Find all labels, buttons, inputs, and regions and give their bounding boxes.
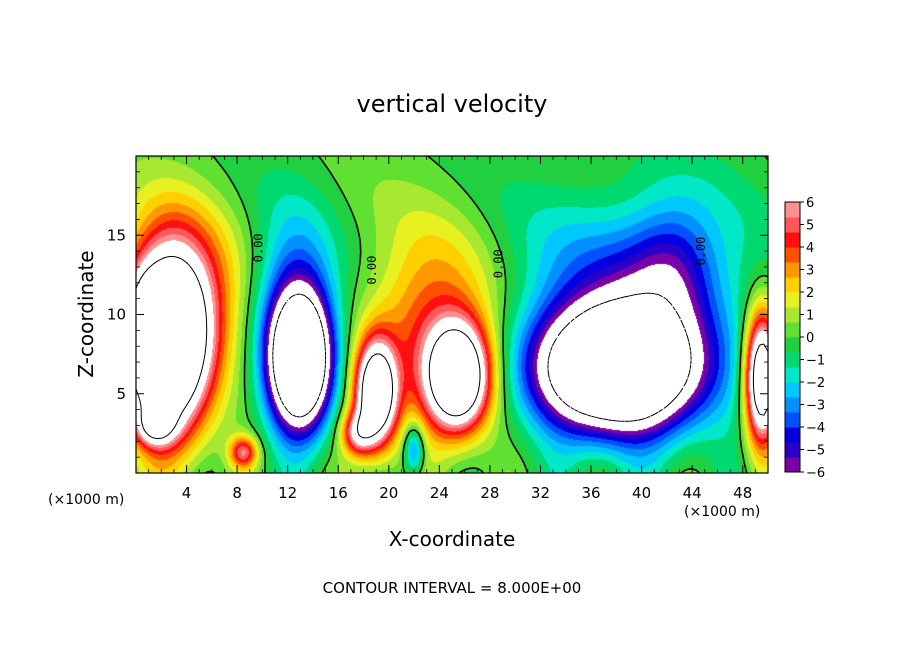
colorbar-tick-label: 0 — [806, 331, 814, 346]
colorbar-tick-label: −5 — [806, 444, 825, 459]
colorbar-swatch — [785, 457, 800, 473]
x-tick-label: 28 — [480, 484, 499, 502]
heatmap-field — [136, 156, 768, 473]
contour-label: 0.00 — [694, 237, 708, 266]
colorbar-tick-label: 4 — [806, 241, 814, 256]
colorbar-tick-label: 3 — [806, 264, 814, 279]
x-units-right: (×1000 m) — [684, 504, 760, 520]
colorbar-tick-label: −1 — [806, 354, 825, 369]
colorbar-swatch — [785, 322, 800, 338]
colorbar-swatch — [785, 337, 800, 353]
y-axis-ticks: 5 10 15 — [107, 171, 768, 458]
colorbar-swatch — [785, 292, 800, 308]
plot-area: 0.000.00 0.00 0.00 4 8 12 16 20 24 28 32 36 40 44 48 … — [107, 155, 769, 502]
colorbar-swatch — [785, 427, 800, 443]
contour-labels: 0.00 0.00 0.00 0.00 — [251, 233, 707, 284]
x-tick-label: 48 — [733, 484, 752, 502]
colorbar-swatch — [785, 352, 800, 368]
x-tick-label: 44 — [683, 484, 702, 502]
colorbar-tick-label: −2 — [806, 376, 825, 391]
x-tick-label: 24 — [430, 484, 449, 502]
colorbar-swatch — [785, 397, 800, 413]
colorbar-tick-label: 1 — [806, 309, 814, 324]
contour-label: 0.00 — [251, 233, 265, 262]
colorbar-swatch — [785, 382, 800, 398]
x-axis-label: X-coordinate — [389, 527, 516, 551]
y-tick-label: 10 — [107, 306, 126, 324]
colorbar-tick-label: −6 — [806, 466, 825, 481]
colorbar-swatch — [785, 367, 800, 383]
x-tick-label: 36 — [581, 484, 600, 502]
colorbar-swatch — [785, 277, 800, 293]
y-axis-label: Z-coordinate — [74, 250, 98, 377]
x-tick-label: 8 — [232, 484, 242, 502]
y-tick-label: 15 — [107, 226, 126, 244]
x-tick-label: 16 — [329, 484, 348, 502]
x-tick-label: 4 — [182, 484, 192, 502]
x-tick-label: 32 — [531, 484, 550, 502]
y-tick-label: 5 — [116, 385, 126, 403]
contour-lines — [135, 155, 769, 474]
colorbar-swatch — [785, 412, 800, 428]
colorbar-tick-label: 2 — [806, 286, 814, 301]
x-tick-label: 20 — [379, 484, 398, 502]
contour-level-pos — [135, 256, 769, 440]
x-axis-ticks: 4 8 12 16 20 24 28 32 36 40 44 48 — [148, 156, 756, 502]
colorbar-swatch — [785, 232, 800, 248]
colorbar-swatch — [785, 247, 800, 263]
contour-level-neg — [272, 292, 692, 422]
colorbar-tick-label: 5 — [806, 219, 814, 234]
contour-label: 0.00 — [365, 256, 379, 285]
contour-interval-text: CONTOUR INTERVAL = 8.000E+00 — [323, 579, 582, 597]
colorbar-swatch — [785, 217, 800, 233]
chart-title: vertical velocity — [357, 90, 548, 118]
colorbar-swatch — [785, 442, 800, 458]
colorbar-tick-label: 6 — [806, 196, 814, 211]
contour-label: 0.00 — [492, 249, 506, 278]
colorbar-swatch — [785, 202, 800, 218]
colorbar-swatch — [785, 307, 800, 323]
colorbar-tick-label: −3 — [806, 399, 825, 414]
colorbar-swatch — [785, 262, 800, 278]
x-tick-label: 12 — [278, 484, 297, 502]
colorbar-tick-label: −4 — [806, 421, 825, 436]
colorbar: 6 5 4 3 2 1 0 −1 −2 −3 −4 −5 −6 — [784, 196, 825, 481]
x-tick-label: 40 — [632, 484, 651, 502]
x-units-left: (×1000 m) — [48, 492, 124, 508]
